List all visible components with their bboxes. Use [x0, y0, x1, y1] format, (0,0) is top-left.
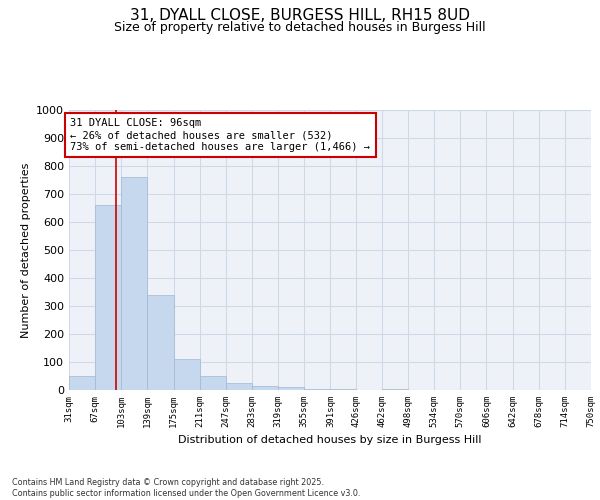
- Bar: [252, 386, 278, 390]
- Bar: [95, 205, 121, 390]
- Bar: [226, 383, 252, 390]
- Text: Contains HM Land Registry data © Crown copyright and database right 2025.
Contai: Contains HM Land Registry data © Crown c…: [12, 478, 361, 498]
- Bar: [278, 387, 304, 390]
- Bar: [148, 295, 173, 390]
- Text: Size of property relative to detached houses in Burgess Hill: Size of property relative to detached ho…: [114, 21, 486, 34]
- Bar: [121, 177, 148, 390]
- Bar: [69, 376, 95, 390]
- Y-axis label: Number of detached properties: Number of detached properties: [20, 162, 31, 338]
- Bar: [331, 388, 356, 390]
- X-axis label: Distribution of detached houses by size in Burgess Hill: Distribution of detached houses by size …: [178, 436, 482, 446]
- Bar: [173, 359, 200, 390]
- Text: 31, DYALL CLOSE, BURGESS HILL, RH15 8UD: 31, DYALL CLOSE, BURGESS HILL, RH15 8UD: [130, 8, 470, 22]
- Bar: [200, 376, 226, 390]
- Text: 31 DYALL CLOSE: 96sqm
← 26% of detached houses are smaller (532)
73% of semi-det: 31 DYALL CLOSE: 96sqm ← 26% of detached …: [70, 118, 370, 152]
- Bar: [304, 388, 331, 390]
- Bar: [382, 388, 408, 390]
